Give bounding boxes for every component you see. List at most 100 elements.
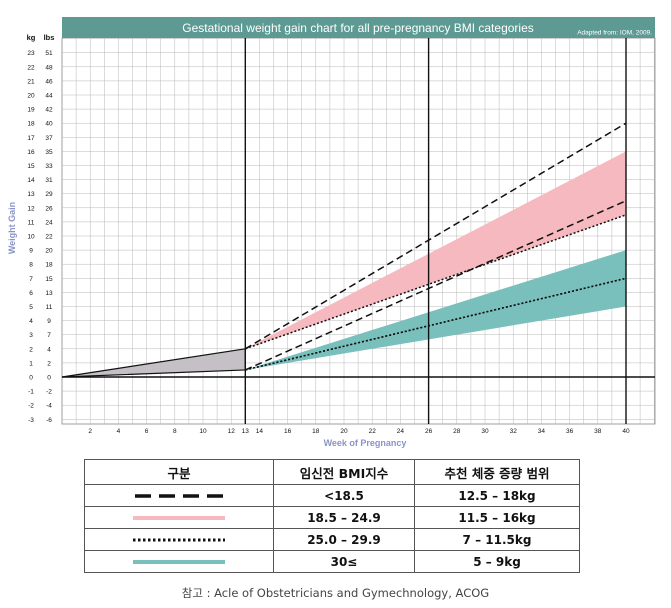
week-tick-label: 4 (117, 428, 121, 435)
kg-tick-label: 21 (27, 78, 35, 85)
kg-tick-label: 1 (29, 360, 33, 367)
lbs-axis-header: lbs (44, 33, 55, 42)
kg-tick-label: 17 (27, 135, 35, 142)
week-tick-label: 22 (369, 428, 377, 435)
kg-tick-label: 19 (27, 107, 35, 114)
kg-tick-label: 12 (27, 205, 35, 212)
series-dotted-upper (245, 214, 627, 350)
lbs-tick-label: 13 (45, 290, 53, 297)
week-tick-label: 30 (481, 428, 489, 435)
lbs-tick-label: 31 (45, 177, 53, 184)
lbs-tick-label: 26 (45, 205, 53, 212)
lbs-tick-label: 7 (47, 332, 51, 339)
lbs-tick-label: 42 (45, 107, 53, 114)
week-tick-label: 28 (453, 428, 461, 435)
week-tick-label: 26 (425, 428, 433, 435)
header-weight-gain: 추천 체중 증량 범위 (414, 459, 580, 485)
week-tick-label: 13 (242, 428, 250, 435)
source-footnote: 참고 : Acle of Obstetricians and Gymechnol… (181, 586, 490, 600)
lbs-tick-label: 22 (45, 234, 53, 241)
pink-band-swatch (84, 506, 274, 529)
series-dotted (245, 277, 627, 371)
kg-tick-label: 0 (29, 375, 33, 382)
lbs-tick-label: 9 (47, 318, 51, 325)
week-tick-label: 20 (340, 428, 348, 435)
kg-tick-label: -1 (28, 389, 34, 396)
kg-tick-label: 14 (27, 177, 35, 184)
lbs-tick-label: 15 (45, 276, 53, 283)
legend-table-header-row: 구분 임신전 BMI지수 추천 체중 증량 범위 (84, 459, 580, 485)
lbs-tick-label: -6 (46, 417, 52, 424)
long-dash-swatch (84, 484, 274, 507)
lbs-tick-label: 48 (45, 64, 53, 71)
teal-band-swatch (84, 550, 274, 573)
gain-value: 12.5 – 18kg (414, 484, 580, 507)
gain-value: 5 – 9kg (414, 550, 580, 573)
week-tick-label: 16 (284, 428, 292, 435)
kg-tick-label: 23 (27, 50, 35, 57)
week-tick-label: 40 (622, 428, 630, 435)
lbs-tick-label: 18 (45, 262, 53, 269)
series-long-dash-lower (244, 200, 627, 371)
lbs-tick-label: 24 (45, 219, 53, 226)
weight-gain-chart: Gestational weight gain chart for all pr… (7, 17, 656, 448)
lbs-tick-label: 37 (45, 135, 53, 142)
week-tick-label: 36 (566, 428, 574, 435)
chart-header-bar (62, 17, 655, 38)
x-axis-label: Week of Pregnancy (324, 438, 407, 448)
legend-row-overweight: 25.0 – 29.9 7 – 11.5kg (84, 528, 580, 551)
bmi-value: <18.5 (273, 484, 415, 507)
kg-tick-label: 7 (29, 276, 33, 283)
week-tick-label: 32 (510, 428, 518, 435)
obese-bmi-band (245, 250, 627, 370)
kg-axis-header: kg (27, 33, 36, 42)
gain-value: 7 – 11.5kg (414, 528, 580, 551)
kg-tick-label: -3 (28, 417, 34, 424)
lbs-tick-label: 35 (45, 149, 53, 156)
lbs-tick-label: 4 (47, 346, 51, 353)
dotted-swatch (84, 528, 274, 551)
y-axis-label: Weight Gain (7, 202, 17, 254)
week-tick-label: 14 (256, 428, 264, 435)
kg-tick-label: 11 (28, 219, 35, 226)
bmi-value: 25.0 – 29.9 (273, 528, 415, 551)
series-long-dash-upper (244, 122, 627, 350)
lbs-tick-label: 40 (45, 121, 53, 128)
week-tick-label: 6 (145, 428, 149, 435)
week-tick-label: 18 (312, 428, 320, 435)
normal-bmi-band (245, 151, 627, 349)
kg-tick-label: 20 (27, 93, 35, 100)
lbs-tick-label: 44 (45, 93, 53, 100)
header-category: 구분 (84, 459, 274, 485)
lbs-tick-label: 51 (45, 50, 53, 57)
lbs-tick-label: 2 (47, 360, 51, 367)
kg-tick-label: 18 (27, 121, 35, 128)
week-tick-label: 24 (397, 428, 405, 435)
kg-tick-label: 4 (29, 318, 33, 325)
kg-tick-label: 3 (29, 332, 33, 339)
chart-title: Gestational weight gain chart for all pr… (182, 21, 534, 35)
kg-tick-label: 8 (29, 262, 33, 269)
week-tick-label: 34 (538, 428, 546, 435)
kg-tick-label: 16 (27, 149, 35, 156)
kg-tick-label: 9 (29, 248, 33, 255)
legend-row-normal: 18.5 – 24.9 11.5 – 16kg (84, 506, 580, 529)
week-tick-label: 12 (228, 428, 236, 435)
lbs-tick-label: 33 (45, 163, 53, 170)
gain-value: 11.5 – 16kg (414, 506, 580, 529)
week-tick-label: 38 (594, 428, 602, 435)
week-tick-label: 10 (199, 428, 207, 435)
lbs-tick-label: 46 (45, 78, 53, 85)
lbs-tick-label: 29 (45, 191, 53, 198)
legend-row-obese: 30≤ 5 – 9kg (84, 550, 580, 573)
kg-tick-label: 10 (27, 234, 35, 241)
lbs-tick-label: 20 (45, 248, 53, 255)
kg-tick-label: 2 (29, 346, 33, 353)
kg-tick-label: 22 (27, 64, 35, 71)
week-tick-label: 8 (173, 428, 177, 435)
lbs-tick-label: 11 (46, 304, 53, 311)
lbs-tick-label: -2 (46, 389, 52, 396)
header-bmi: 임신전 BMI지수 (273, 459, 415, 485)
legend-table: 구분 임신전 BMI지수 추천 체중 증량 범위 <18.5 12.5 – 18… (84, 459, 580, 573)
week-tick-label: 2 (88, 428, 92, 435)
